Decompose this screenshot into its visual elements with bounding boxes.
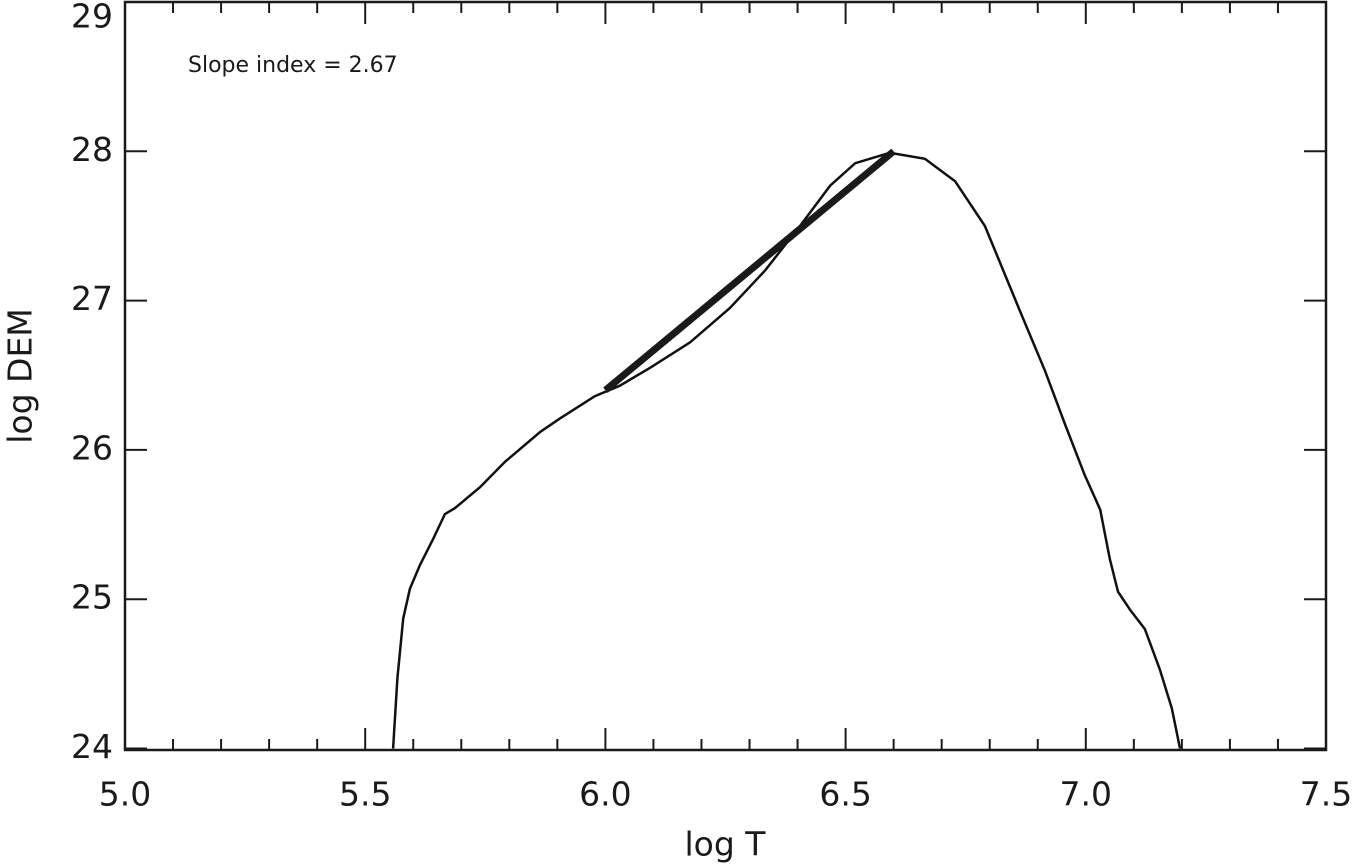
y-tick-label: 29 — [71, 0, 113, 36]
x-tick-label: 7.0 — [1060, 775, 1112, 814]
y-tick-label: 26 — [71, 428, 113, 467]
y-axis-label: log DEM — [1, 308, 40, 444]
y-tick-label: 25 — [71, 578, 113, 617]
y-tick-label: 24 — [71, 727, 113, 766]
plot-frame — [123, 0, 1328, 752]
fit-line — [603, 148, 896, 393]
y-tick-label: 28 — [71, 130, 113, 169]
annotation: Slope index = 2.67 — [188, 53, 398, 78]
y-tick-label: 27 — [71, 279, 113, 318]
x-tick-label: 7.5 — [1300, 775, 1352, 814]
x-tick-label: 6.5 — [819, 775, 871, 814]
x-tick-label: 5.5 — [339, 775, 391, 814]
x-tick-label: 5.0 — [99, 775, 151, 814]
x-axis-label: log T — [685, 825, 767, 864]
x-tick-label: 6.0 — [579, 775, 631, 814]
